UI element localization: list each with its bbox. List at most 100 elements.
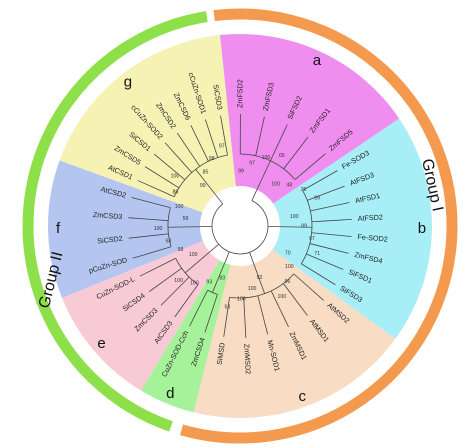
terminal-branch — [139, 262, 167, 277]
leaf-label: SiCSD2 — [97, 234, 123, 246]
clade-sector-d — [141, 260, 231, 413]
bootstrap-value: 98 — [178, 247, 184, 253]
terminal-branch — [205, 119, 216, 149]
clade-sector-e — [61, 240, 220, 391]
bootstrap-value: 100 — [154, 226, 163, 232]
clade-sector-b — [272, 118, 432, 339]
clade-stem — [267, 226, 312, 228]
terminal-branch — [292, 296, 308, 316]
clade-stem — [251, 160, 271, 201]
terminal-branch — [314, 271, 336, 286]
clade-stem — [184, 243, 219, 274]
clade-stem — [195, 169, 224, 205]
leaf-label: ZmFSD2 — [235, 79, 244, 108]
leaf-label: ZmCSD3 — [93, 210, 123, 221]
bootstrap-value: 100 — [174, 278, 183, 284]
terminal-branch — [132, 249, 162, 259]
terminal-branch — [160, 288, 179, 306]
terminal-branch — [153, 153, 169, 166]
bootstrap-value: 100 — [290, 214, 299, 220]
terminal-branch — [190, 125, 200, 142]
bootstrap-value: 100 — [189, 252, 198, 258]
bootstrap-value: 100 — [248, 286, 257, 292]
terminal-branch — [331, 202, 350, 207]
bootstrap-value: 59 — [183, 216, 189, 222]
bootstrap-value: 63 — [166, 238, 172, 244]
bootstrap-value: 100 — [285, 264, 294, 270]
clade-sectors — [48, 34, 432, 418]
bootstrap-value: 70 — [285, 251, 291, 257]
clade-letter-c: c — [298, 388, 306, 405]
root-arc — [211, 200, 269, 255]
clade-sector-a — [219, 34, 400, 204]
group-arc-1 — [180, 8, 458, 444]
group-arcs — [22, 8, 458, 444]
clade-sector-g — [59, 35, 236, 213]
bootstrap-value: 99 — [238, 168, 244, 174]
terminal-branch — [177, 132, 192, 154]
clade-letter-f: f — [56, 220, 61, 237]
clade-letter-e: e — [97, 335, 105, 352]
bootstrap-value: 93 — [206, 280, 212, 286]
clade-letter-a: a — [313, 52, 322, 69]
bootstrap-value: 71 — [314, 251, 320, 257]
bootstrap-value: 100 — [190, 280, 199, 286]
terminal-branch — [189, 304, 201, 327]
terminal-branch — [223, 318, 227, 337]
terminal-branch — [331, 248, 349, 254]
bootstrap-value: 97 — [219, 143, 225, 149]
terminal-branch — [300, 280, 324, 301]
terminal-branch — [327, 233, 352, 237]
terminal-branch — [244, 313, 247, 338]
bootstrap-value: 96 — [285, 279, 291, 285]
leaf-label: Fe-SOD2 — [357, 232, 388, 244]
clade-stem — [168, 226, 213, 228]
bootstrap-value: 98 — [209, 156, 215, 162]
clade-letters: a b c d e f g — [56, 52, 426, 405]
bootstrap-value: 88 — [172, 189, 178, 195]
bootstrap-value: 99 — [301, 223, 307, 229]
clade-stem — [212, 251, 230, 293]
bootstrap-value: 100 — [171, 173, 180, 179]
leaf-label: AtFSD2 — [357, 212, 383, 222]
terminal-branch — [321, 219, 352, 222]
bootstrap-value: 65 — [279, 153, 285, 159]
bootstrap-value: 100 — [271, 182, 280, 188]
terminal-branch — [259, 305, 269, 335]
bootstrap-value: 97 — [309, 236, 315, 242]
terminal-branch — [279, 124, 288, 141]
terminal-branch — [311, 170, 338, 186]
terminal-branch — [315, 257, 344, 270]
terminal-branch — [174, 292, 193, 318]
clade-sector-c — [193, 249, 396, 418]
leaf-label: SiCSD3 — [211, 84, 224, 111]
bootstrap-value: 48 — [286, 183, 292, 189]
bootstrap-value: 85 — [203, 169, 209, 175]
terminal-branch — [128, 217, 147, 220]
terminal-branch — [137, 180, 166, 194]
clade-letter-b: b — [418, 220, 426, 237]
bootstrap-value: 53 — [224, 304, 230, 310]
bootstrap-value: 76 — [301, 187, 307, 193]
clade-letter-d: d — [166, 385, 174, 402]
terminal-branch — [204, 303, 215, 333]
terminal-branch — [258, 116, 265, 141]
bootstrap-value: 97 — [249, 161, 255, 167]
clade-sector-f — [48, 160, 203, 298]
bootstrap-value: 100 — [277, 294, 286, 300]
terminal-branch — [289, 136, 309, 162]
terminal-branch — [128, 235, 153, 239]
terminal-branch — [131, 197, 161, 206]
tree-branches — [128, 113, 352, 338]
terminal-branch — [280, 310, 289, 328]
terminal-branch — [144, 166, 166, 180]
bootstrap-value: 100 — [262, 155, 271, 161]
group-arc-2 — [22, 11, 208, 432]
bootstrap-value: 99 — [200, 183, 206, 189]
leaf-label: SiMSD — [215, 342, 227, 365]
terminal-branch — [149, 280, 165, 292]
bootstrap-value: 83 — [219, 275, 225, 281]
bootstrap-value: 100 — [237, 296, 246, 302]
